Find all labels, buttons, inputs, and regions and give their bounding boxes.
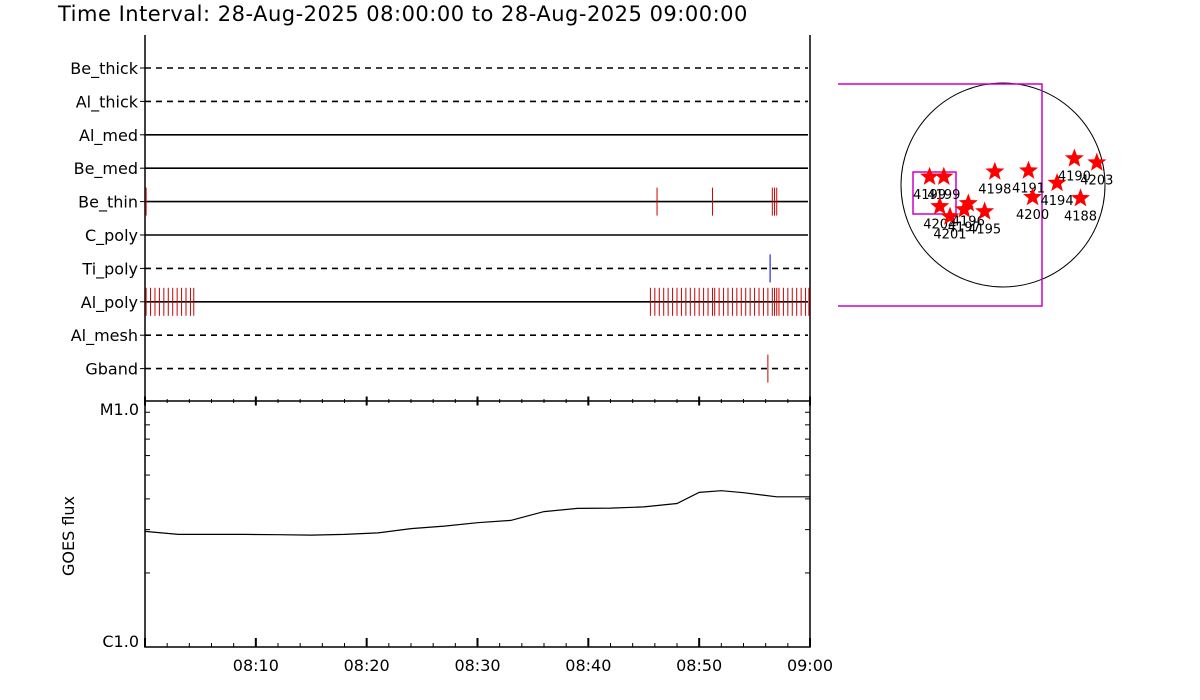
- solar-disk-outline: [900, 82, 1106, 288]
- channel-label-gband: Gband: [85, 360, 138, 379]
- active-region-label: 4199: [927, 188, 960, 203]
- channel-label-al_poly: Al_poly: [81, 293, 138, 313]
- channel-label-be_med: Be_med: [74, 159, 138, 179]
- active-region-label: 4199: [913, 188, 946, 203]
- active-region-label: 4203: [1080, 174, 1113, 189]
- x-tick-label: 08:40: [565, 656, 611, 675]
- x-tick-label: 09:00: [787, 656, 833, 675]
- y-bottom-label: C1.0: [102, 632, 139, 651]
- active-region-star: [934, 166, 954, 185]
- active-region-star: [1071, 188, 1090, 207]
- active-region-label: 4197: [948, 220, 981, 235]
- active-region-star: [975, 201, 995, 220]
- channel-label-be_thin: Be_thin: [78, 193, 138, 213]
- channel-label-al_mesh: Al_mesh: [71, 326, 138, 346]
- active-region-label: 4195: [968, 223, 1001, 238]
- goes-frame: [144, 400, 811, 648]
- active-region-star: [1047, 173, 1067, 192]
- active-region-star: [930, 196, 950, 215]
- channel-label-al_thick: Al_thick: [76, 92, 139, 112]
- y-axis-label: GOES flux: [59, 496, 78, 576]
- active-region-star: [1087, 152, 1107, 171]
- fov-box: [838, 83, 1043, 307]
- goes-flux-line: [144, 490, 810, 536]
- goes-flux-panel: 08:10 08:20 08:30 08:40 08:50 09:00 M1.0 C1.0 GO…: [59, 396, 833, 675]
- active-region-label: 4200: [1016, 208, 1049, 223]
- active-region-star: [1064, 148, 1084, 167]
- x-tick-label: 08:30: [454, 656, 500, 675]
- x-tick-label: 08:20: [344, 656, 390, 675]
- active-region-star: [958, 193, 978, 212]
- active-region-label: 4201: [933, 228, 966, 243]
- page-title: Time Interval: 28-Aug-2025 08:00:00 to 2…: [58, 2, 748, 26]
- active-region-star: [985, 161, 1005, 180]
- active-region-label: 4191: [1012, 182, 1045, 197]
- active-region-label: 4198: [978, 183, 1011, 198]
- x-tick-label: 08:50: [676, 656, 722, 675]
- y-top-label: M1.0: [100, 400, 139, 419]
- active-region-label: 4188: [1064, 209, 1097, 224]
- active-region-star: [1019, 160, 1038, 179]
- active-region-label: 4196: [952, 214, 985, 229]
- active-region-label: 4190: [1058, 169, 1091, 184]
- channel-label-c_poly: C_poly: [85, 226, 138, 246]
- active-region-star: [920, 166, 940, 185]
- channel-timeline-panel: Be_thick Al_thick Al_med Be_med Be_thin C_pol…: [70, 35, 811, 401]
- active-region-star: [940, 206, 960, 225]
- x-tick-label: 08:10: [233, 656, 279, 675]
- channel-label-al_med: Al_med: [79, 126, 138, 146]
- channel-label-ti_poly: Ti_poly: [81, 259, 138, 279]
- active-region-label: 4194: [1041, 194, 1074, 209]
- active-region-star: [1023, 187, 1043, 206]
- channel-label-be_thick: Be_thick: [70, 59, 138, 79]
